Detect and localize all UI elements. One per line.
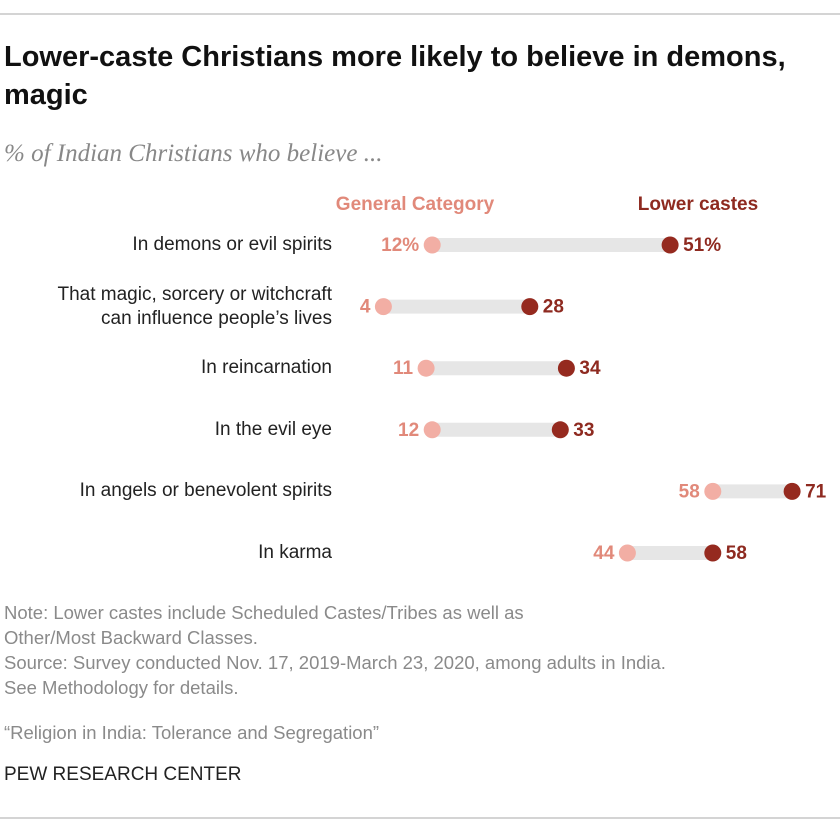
dot [551, 421, 569, 439]
value-label: 4 [360, 297, 371, 318]
dot [618, 544, 636, 562]
legend-label: General Category [335, 194, 495, 215]
source: Source: Survey conducted Nov. 17, 2019-M… [4, 652, 666, 698]
dot [423, 236, 441, 254]
category-label: In karma [258, 542, 332, 563]
value-label: 28 [543, 297, 564, 318]
dot [417, 359, 435, 377]
value-label: 12 [398, 420, 419, 441]
dot [423, 421, 441, 439]
value-label: 71 [805, 481, 827, 502]
value-label: 34 [579, 358, 601, 379]
dot [557, 359, 575, 377]
category-label: In angels or benevolent spirits [79, 480, 332, 502]
value-label: 44 [593, 543, 615, 564]
dot [783, 482, 801, 500]
category-label: In demons or evil spirits [132, 234, 332, 255]
footer: PEW RESEARCH CENTER [4, 764, 242, 785]
dot [661, 236, 679, 254]
category-label: In the evil eye [214, 418, 332, 440]
value-label: 33 [573, 420, 594, 441]
legend-label: Lower castes [637, 194, 759, 215]
dot [521, 298, 539, 316]
chart-title: Lower-caste Christians more likely to be… [4, 41, 786, 111]
note: Note: Lower castes include Scheduled Cas… [4, 602, 524, 648]
category-label: That magic, sorcery or witchcraft can in… [57, 283, 332, 329]
dot [704, 482, 722, 500]
value-label: 58 [726, 543, 747, 564]
subtitle: % of Indian Christians who believe ... [4, 140, 383, 167]
dot [374, 298, 392, 316]
category-label: In reincarnation [201, 357, 332, 379]
value-label: 58 [679, 481, 700, 502]
dot [704, 544, 722, 562]
value-label: 12% [381, 235, 419, 256]
value-label: 51% [683, 235, 721, 256]
value-label: 11 [393, 358, 414, 379]
citation: “Religion in India: Tolerance and Segreg… [4, 722, 380, 743]
